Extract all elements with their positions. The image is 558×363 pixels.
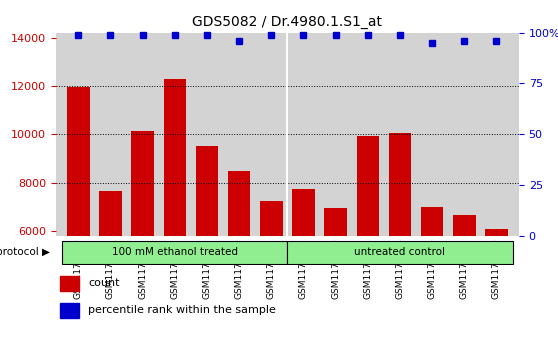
Bar: [421, 207, 444, 363]
Bar: [60, 303, 79, 318]
Bar: [324, 208, 347, 363]
Text: count: count: [88, 278, 120, 288]
Bar: [357, 135, 379, 363]
Bar: [292, 189, 315, 363]
Bar: [131, 131, 154, 363]
Bar: [389, 133, 411, 363]
Bar: [67, 87, 90, 363]
Bar: [60, 276, 79, 291]
Bar: [163, 79, 186, 363]
Title: GDS5082 / Dr.4980.1.S1_at: GDS5082 / Dr.4980.1.S1_at: [193, 15, 382, 29]
Bar: [260, 201, 282, 363]
Text: untreated control: untreated control: [354, 247, 445, 257]
Bar: [196, 146, 218, 363]
Bar: [453, 215, 475, 363]
Bar: [287, 241, 512, 264]
Bar: [228, 171, 251, 363]
Text: 100 mM ethanol treated: 100 mM ethanol treated: [112, 247, 238, 257]
Bar: [62, 241, 287, 264]
Text: percentile rank within the sample: percentile rank within the sample: [88, 305, 276, 315]
Bar: [485, 229, 508, 363]
Bar: [99, 191, 122, 363]
Text: protocol ▶: protocol ▶: [0, 247, 50, 257]
